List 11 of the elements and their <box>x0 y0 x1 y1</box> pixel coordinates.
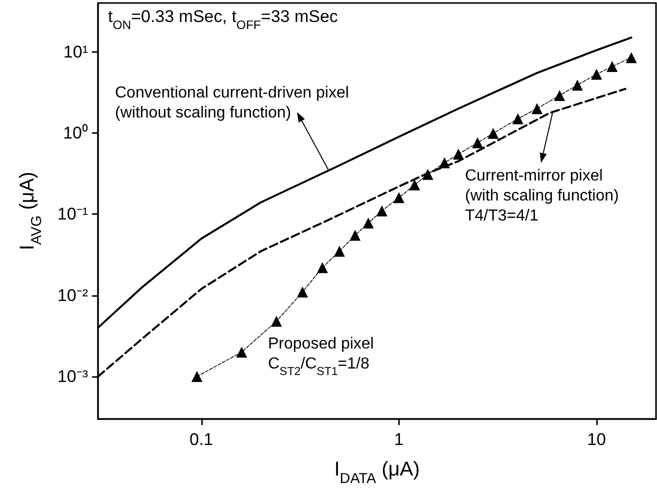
x-tick-label: 10 <box>587 430 606 450</box>
y-tick-label: 10⁻² <box>57 286 88 305</box>
y-tick-label: 10¹ <box>63 42 88 62</box>
y-tick-label: 10⁻³ <box>57 367 88 386</box>
y-tick-label: 10⁻¹ <box>57 204 88 224</box>
y-tick-label: 10⁰ <box>63 124 88 143</box>
annotation: Current-mirror pixel (with scaling function) T4/T3=4/1 <box>465 168 619 224</box>
annotation: Conventional current-driven pixel (without scaling function) <box>115 84 349 122</box>
x-tick-label: 1 <box>394 430 404 450</box>
x-tick-label: 0.1 <box>190 430 214 450</box>
y-axis-title: IAVG (μA) <box>16 172 45 250</box>
